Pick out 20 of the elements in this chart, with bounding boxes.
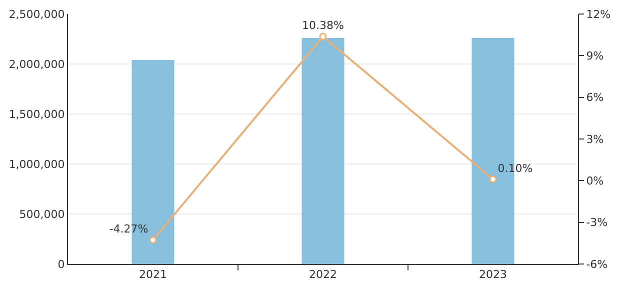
y-tick-label: 0 — [58, 258, 65, 271]
y-tick-label: 500,000 — [19, 208, 65, 221]
y2-tick-label: 12% — [586, 8, 611, 21]
y2-tick-label: 0% — [586, 174, 604, 188]
y-tick-label: 1,000,000 — [8, 158, 65, 171]
point — [149, 236, 157, 244]
x-tick-label: 2023 — [479, 268, 507, 282]
y-tick-label: 1,500,000 — [8, 108, 65, 121]
y2-tick-label: 6% — [586, 91, 604, 104]
y2-tick-label: -3% — [586, 216, 608, 230]
y2-tick-label: 9% — [586, 50, 604, 63]
y-tick-label: 2,500,000 — [8, 8, 65, 21]
y2-tick-label: 3% — [586, 132, 604, 146]
data-label: 10.38% — [302, 19, 344, 32]
point — [319, 32, 327, 40]
y2-tick-label: -6% — [586, 258, 608, 271]
y-tick-label: 2,000,000 — [8, 58, 65, 71]
x-tick-label: 2021 — [139, 268, 167, 282]
point — [489, 176, 497, 184]
x-tick-label: 2022 — [309, 268, 337, 282]
